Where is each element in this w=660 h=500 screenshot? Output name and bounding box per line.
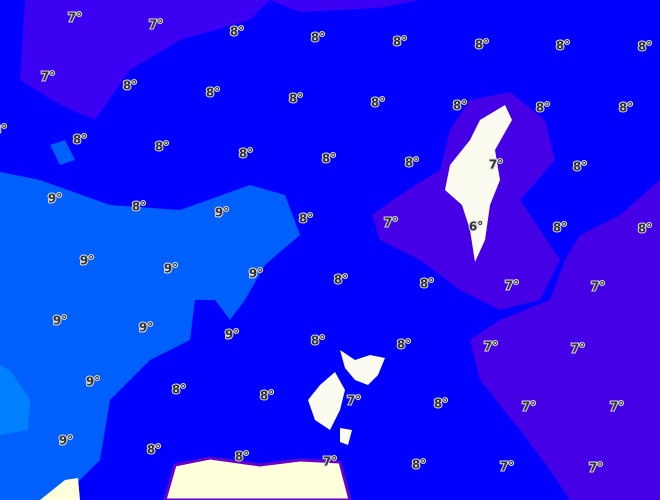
temperature-label: 8° [638, 40, 652, 54]
temperature-label: 7° [610, 400, 624, 414]
land-west [40, 478, 80, 500]
temperature-label: 8° [299, 212, 313, 226]
zone-7-northwest [20, 0, 270, 120]
temperature-label: 9° [215, 206, 229, 220]
temperature-label: 8° [155, 140, 169, 154]
temperature-label: 9° [48, 192, 62, 206]
zone-10 [0, 365, 30, 435]
temperature-label: 8° [393, 35, 407, 49]
temperature-label: 7° [68, 11, 82, 25]
orkney-main [308, 372, 345, 430]
temperature-label: 7° [505, 279, 519, 293]
temperature-label: 8° [553, 221, 567, 235]
temperature-label: 8° [420, 277, 434, 291]
temperature-label: 8° [434, 397, 448, 411]
temperature-label: 8° [260, 389, 274, 403]
temperature-label: 7° [323, 455, 337, 469]
temperature-label: 8° [132, 200, 146, 214]
temperature-label: 8° [412, 458, 426, 472]
orkney-north [340, 350, 385, 385]
temperature-label: 7° [522, 400, 536, 414]
temperature-label: 8° [147, 443, 161, 457]
temperature-label: 8° [0, 123, 7, 137]
temperature-label: 8° [289, 92, 303, 106]
temperature-label: 8° [172, 383, 186, 397]
temperature-label: 8° [397, 338, 411, 352]
temperature-label: 9° [59, 434, 73, 448]
temperature-label: 7° [384, 216, 398, 230]
temperature-label: 8° [405, 156, 419, 170]
shetland [445, 105, 512, 262]
temperature-label: 7° [591, 280, 605, 294]
temperature-label: 8° [123, 79, 137, 93]
temperature-label: 9° [139, 321, 153, 335]
temperature-label: 8° [453, 99, 467, 113]
temperature-label: 9° [53, 314, 67, 328]
temperature-label: 7° [489, 158, 503, 172]
zone-9 [0, 172, 300, 500]
zone-7-east [470, 180, 660, 500]
temperature-label: 6° [469, 220, 483, 234]
temperature-label: 8° [311, 334, 325, 348]
temperature-label: 7° [41, 70, 55, 84]
temperature-label: 8° [311, 31, 325, 45]
temperature-label: 8° [322, 152, 336, 166]
zone-9-patch [50, 140, 75, 165]
temperature-label: 8° [73, 133, 87, 147]
temperature-label: 8° [334, 273, 348, 287]
temperature-label: 8° [239, 147, 253, 161]
temperature-label: 8° [619, 101, 633, 115]
temperature-label: 7° [484, 340, 498, 354]
temperature-label: 7° [571, 342, 585, 356]
temperature-label: 9° [225, 328, 239, 342]
temperature-label: 8° [235, 450, 249, 464]
temperature-label: 8° [556, 39, 570, 53]
temperature-label: 8° [475, 38, 489, 52]
temperature-label: 7° [589, 461, 603, 475]
temperature-label: 9° [164, 262, 178, 276]
temperature-label: 9° [86, 375, 100, 389]
mainland [163, 456, 352, 500]
temperature-label: 8° [573, 160, 587, 174]
temperature-label: 8° [638, 222, 652, 236]
temperature-label: 8° [230, 25, 244, 39]
temperature-label: 7° [347, 394, 361, 408]
temperature-label: 9° [249, 267, 263, 281]
temperature-label: 8° [371, 96, 385, 110]
temperature-label: 7° [149, 18, 163, 32]
temperature-label: 9° [80, 254, 94, 268]
temperature-label: 7° [500, 460, 514, 474]
temperature-label: 8° [206, 86, 220, 100]
temperature-label: 8° [536, 101, 550, 115]
orkney-south [340, 428, 352, 445]
zone-7-north [270, 0, 420, 12]
